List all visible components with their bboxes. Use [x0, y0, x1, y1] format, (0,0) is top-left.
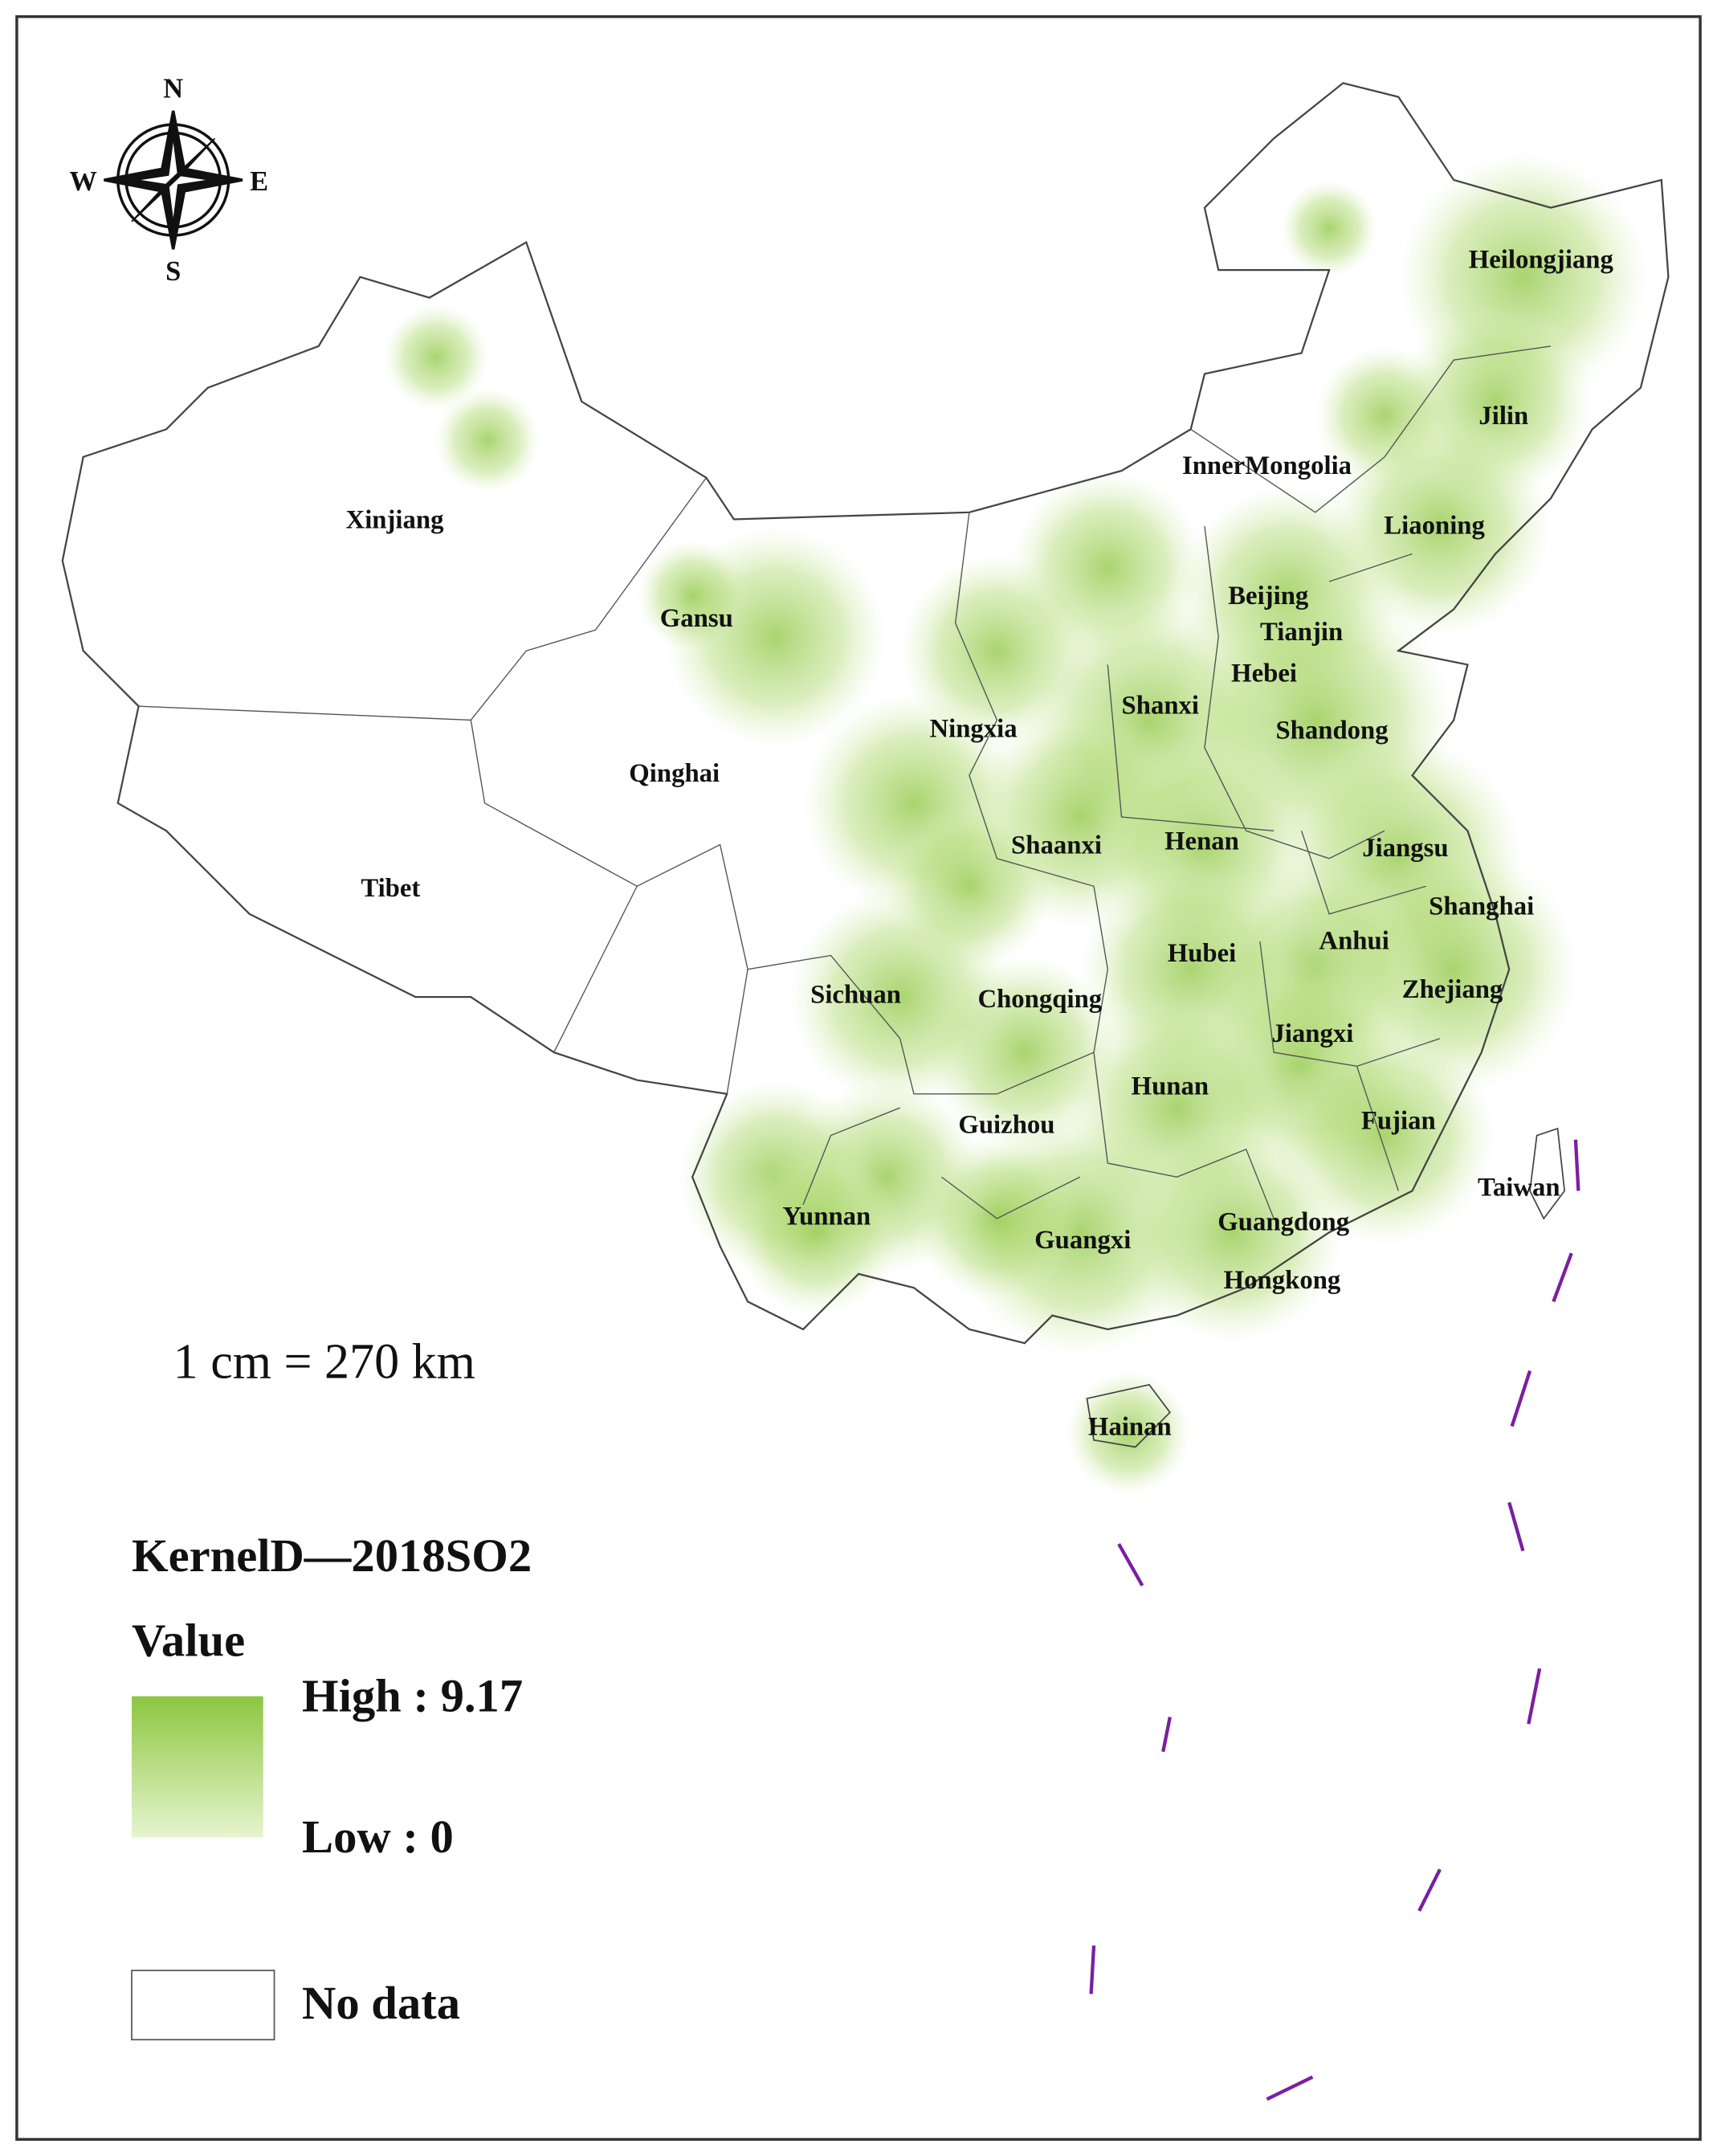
region-label: Yunnan [782, 1202, 871, 1231]
region-label: Henan [1164, 827, 1239, 855]
region-label: Jiangxi [1271, 1019, 1353, 1048]
region-label: Hunan [1132, 1072, 1209, 1100]
region-label: Xinjiang [346, 505, 445, 534]
region-label: Sichuan [810, 981, 901, 1010]
legend-no-data-label: No data [302, 1977, 460, 2029]
region-label: Shanxi [1122, 691, 1200, 720]
scale-text: 1 cm = 270 km [173, 1335, 475, 1390]
region-label: Jiangsu [1362, 834, 1448, 863]
compass-e: E [250, 166, 268, 197]
region-label: Shaanxi [1011, 831, 1102, 860]
region-label: Hebei [1231, 659, 1297, 688]
region-label: Hainan [1088, 1413, 1172, 1442]
legend-low: Low : 0 [302, 1811, 454, 1863]
region-label: Shandong [1275, 716, 1389, 745]
region-label: Jilin [1478, 402, 1528, 431]
region-label: Hongkong [1224, 1266, 1341, 1295]
region-label: Qinghai [629, 759, 720, 788]
region-label: Tibet [361, 874, 420, 903]
region-label: Beijing [1228, 582, 1309, 610]
region-label: Anhui [1319, 926, 1389, 955]
legend-subtitle: Value [132, 1614, 245, 1666]
region-label: Gansu [660, 604, 733, 633]
region-label: Zhejiang [1402, 975, 1503, 1004]
taiwan-outline [1529, 1127, 1566, 1220]
legend-no-data [131, 1970, 275, 2041]
region-label: Chongqing [977, 985, 1102, 1014]
region-label: Heilongjiang [1469, 245, 1614, 274]
region-label: Ningxia [929, 715, 1017, 744]
compass-n: N [163, 74, 183, 104]
region-label: Guizhou [958, 1111, 1054, 1140]
province-lines [138, 345, 1552, 1219]
legend-ramp [131, 1696, 263, 1838]
region-label: Shanghai [1429, 892, 1534, 921]
region-label: Taiwan [1478, 1173, 1560, 1202]
nine-dash-line [1089, 1139, 1580, 2101]
region-label: Guangdong [1217, 1207, 1349, 1236]
compass-w: W [69, 166, 96, 197]
region-label: Liaoning [1384, 511, 1485, 540]
legend-high: High : 9.17 [302, 1669, 523, 1721]
frame [15, 14, 1702, 2142]
region-label: Tianjin [1260, 618, 1343, 647]
compass-s: S [165, 256, 181, 287]
density [383, 152, 1648, 1496]
region-label: InnerMongolia [1182, 451, 1352, 480]
hainan-outline [1086, 1383, 1171, 1448]
region-label: Fujian [1361, 1107, 1436, 1136]
region-label: Guangxi [1034, 1226, 1131, 1255]
region-labels: Heilongjiang Jilin InnerMongolia Liaoning Xi… [346, 245, 1614, 1441]
region-label: Hubei [1168, 939, 1237, 968]
legend-title: KernelD—2018SO2 [132, 1529, 532, 1582]
compass [104, 110, 243, 250]
